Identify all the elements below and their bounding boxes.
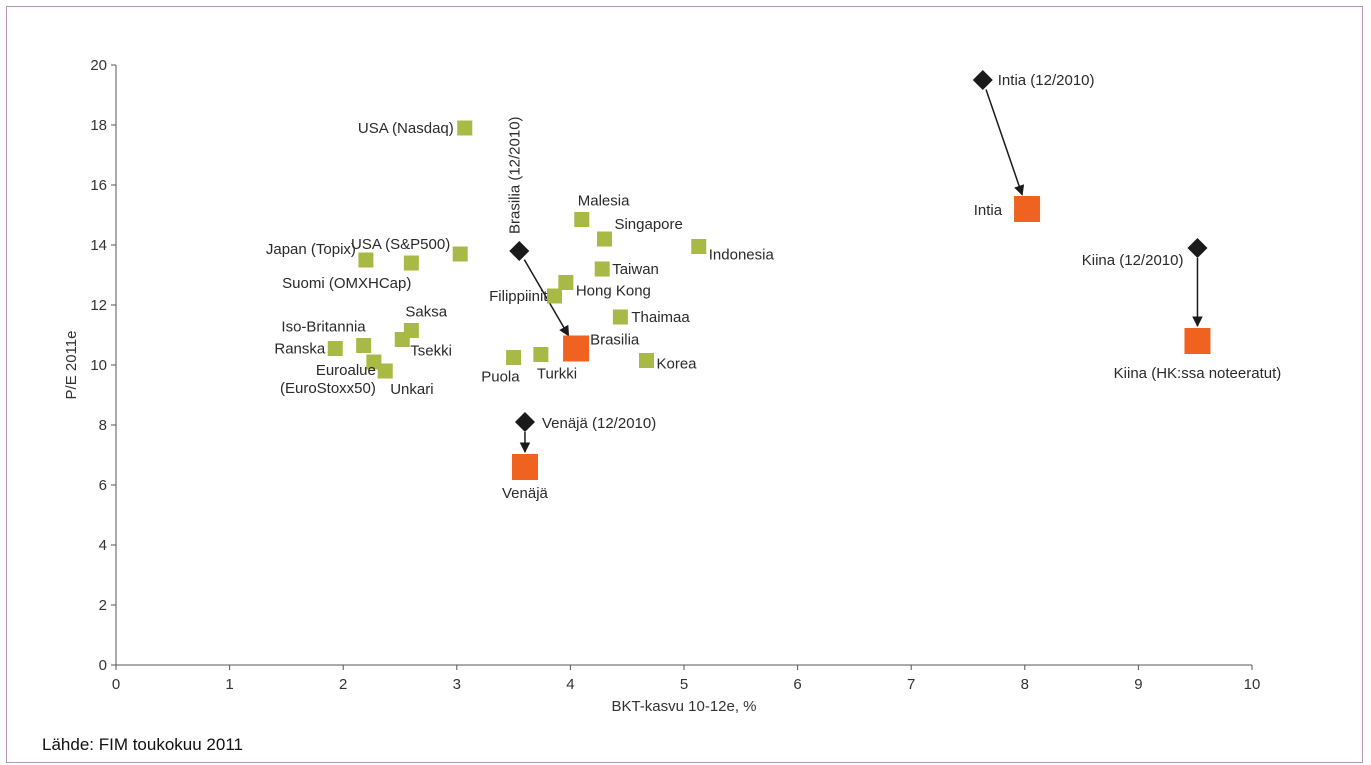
point-ven-j-12-2010 <box>514 412 535 432</box>
point-thaimaa <box>612 309 628 325</box>
x-tick-label: 10 <box>1244 676 1261 693</box>
label-usa-s-p500: USA (S&P500) <box>351 236 450 253</box>
source-note: Lähde: FIM toukokuu 2011 <box>42 735 243 754</box>
point-turkki <box>533 347 549 362</box>
label-japan-topix: Japan (Topix) <box>266 241 356 258</box>
label-filippiinit: Filippiinit <box>489 288 548 305</box>
x-tick-label: 8 <box>1021 676 1029 693</box>
point-iso-britannia <box>356 338 372 353</box>
label-intia: Intia <box>974 202 1003 219</box>
point-suomi-omxhcap <box>403 255 419 271</box>
y-tick-label: 6 <box>99 477 107 494</box>
label-euroalue-eurostoxx50: Euroalue (EuroStoxx50) <box>280 362 376 397</box>
label-intia-12-2010: Intia (12/2010) <box>998 72 1095 89</box>
point-malesia <box>574 212 590 227</box>
point-usa-s-p500 <box>452 246 468 262</box>
y-tick-label: 20 <box>90 57 107 74</box>
point-singapore <box>596 231 612 247</box>
arrows <box>519 89 1203 454</box>
x-tick-label: 7 <box>907 676 915 693</box>
y-tick-label: 4 <box>99 537 107 554</box>
point-korea <box>639 353 655 368</box>
chart-frame: 0 1 2 3 4 5 6 7 8 9 10 0 2 4 6 8 10 12 14 16 18 20 USA (Nasda… <box>6 6 1363 763</box>
x-tick-label: 1 <box>225 676 233 693</box>
label-puola: Puola <box>481 369 520 386</box>
x-axis-title: BKT-kasvu 10-12e, % <box>611 698 756 715</box>
y-tick-label: 12 <box>90 297 107 314</box>
x-tick-label: 4 <box>566 676 574 693</box>
point-filippiinit <box>546 288 562 304</box>
label-kiina-12-2010: Kiina (12/2010) <box>1082 252 1184 269</box>
label-ven-j-12-2010: Venäjä (12/2010) <box>542 415 656 432</box>
label-singapore: Singapore <box>614 216 682 233</box>
label-thaimaa: Thaimaa <box>631 309 690 326</box>
label-suomi-omxhcap: Suomi (OMXHCap) <box>282 275 411 292</box>
arrow-brasilia <box>523 259 570 337</box>
point-hong-kong <box>558 275 574 290</box>
label-unkari: Unkari <box>390 381 433 398</box>
label-ranska: Ranska <box>274 341 326 358</box>
label-tsekki: Tsekki <box>410 343 452 360</box>
point-japan-topix <box>358 252 374 268</box>
x-tick-label: 9 <box>1134 676 1142 693</box>
label-hong-kong: Hong Kong <box>576 283 651 300</box>
x-tick-label: 0 <box>112 676 120 693</box>
label-ven-j: Venäjä <box>502 485 549 502</box>
point-tsekki <box>394 332 410 347</box>
data-points <box>327 70 1211 480</box>
point-euroalue-eurostoxx50 <box>366 354 382 370</box>
point-ven-j <box>511 454 538 480</box>
point-intia <box>1014 196 1041 222</box>
point-brasilia-12-2010 <box>509 241 530 261</box>
label-brasilia: Brasilia <box>590 332 640 349</box>
label-indonesia: Indonesia <box>709 247 775 264</box>
point-labels: USA (Nasdaq) USA (S&P500)Japan (Topix) Suo… <box>266 72 1281 502</box>
point-kiina-hk-ssa-noteeratut <box>1184 328 1211 354</box>
point-usa-nasdaq <box>457 120 473 136</box>
point-intia-12-2010 <box>972 70 993 90</box>
label-usa-nasdaq: USA (Nasdaq) <box>358 120 454 137</box>
label-malesia: Malesia <box>578 193 630 210</box>
point-taiwan <box>594 261 610 277</box>
label-korea: Korea <box>657 356 698 373</box>
label-iso-britannia: Iso-Britannia <box>281 319 366 336</box>
label-brasilia-12-2010: Brasilia (12/2010) <box>506 116 523 234</box>
y-tick-label: 16 <box>90 177 107 194</box>
y-tick-label: 2 <box>99 597 107 614</box>
x-tick-label: 2 <box>339 676 347 693</box>
y-tick-label: 0 <box>99 657 107 674</box>
point-puola <box>506 350 522 365</box>
y-tick-label: 8 <box>99 417 107 434</box>
y-tick-label: 14 <box>90 237 107 254</box>
point-indonesia <box>691 239 707 254</box>
y-tick-label: 18 <box>90 117 107 134</box>
label-saksa: Saksa <box>405 304 447 321</box>
label-kiina-hk-ssa-noteeratut: Kiina (HK:ssa noteeratut) <box>1114 365 1282 382</box>
point-unkari <box>377 363 393 379</box>
x-tick-label: 3 <box>453 676 461 693</box>
point-kiina-12-2010 <box>1187 238 1208 258</box>
y-tick-label: 10 <box>90 357 107 374</box>
x-tick-label: 5 <box>680 676 688 693</box>
arrow-intia <box>985 89 1025 196</box>
label-taiwan: Taiwan <box>612 261 659 278</box>
point-brasilia <box>563 335 590 362</box>
x-tick-label: 6 <box>793 676 801 693</box>
label-turkki: Turkki <box>537 366 577 383</box>
y-axis-title: P/E 2011e <box>63 331 80 400</box>
point-ranska <box>327 341 343 356</box>
